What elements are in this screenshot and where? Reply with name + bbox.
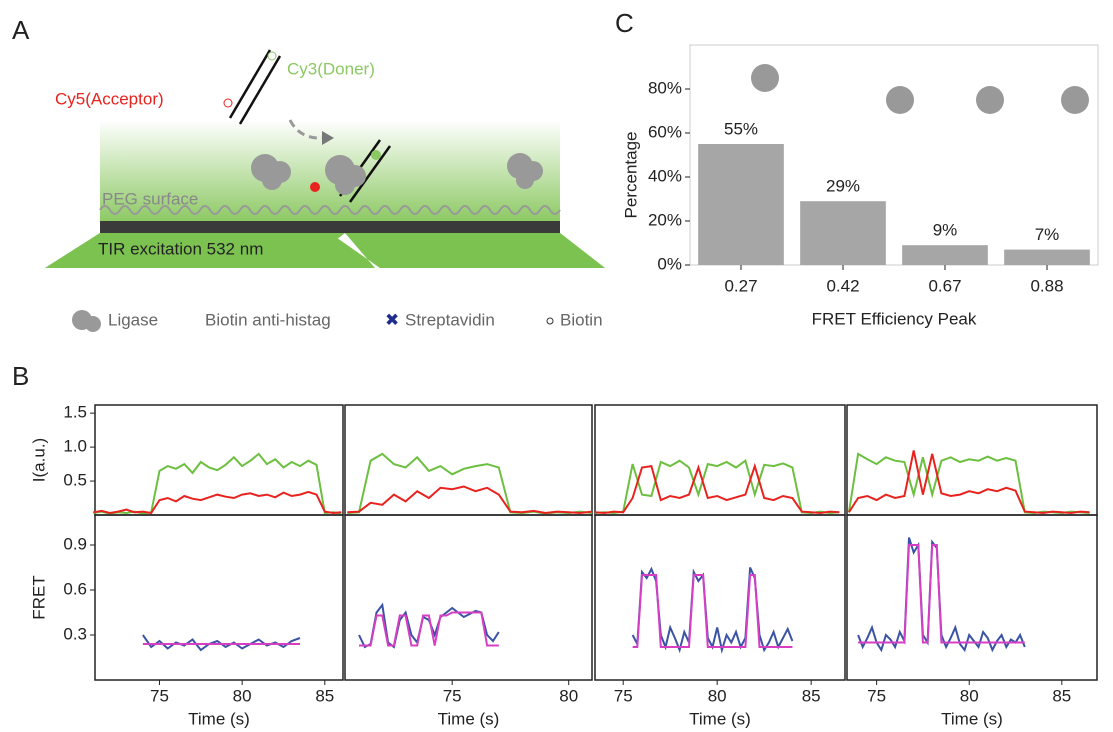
label: TIR excitation 532 nm	[98, 239, 263, 258]
ligase	[251, 153, 543, 195]
value-label: 29%	[826, 177, 860, 196]
y-axis-label: I(a.u.)	[29, 438, 48, 482]
value-label: 7%	[1035, 225, 1060, 244]
plot-frame	[344, 514, 593, 681]
diagram: Cy5(Acceptor) Cy3(Doner) PEG surface TIR…	[45, 49, 605, 268]
legend-label: Ligase	[108, 310, 158, 329]
y-tick-label: 40%	[648, 166, 682, 185]
bar	[698, 144, 784, 265]
x-tick-label: 85	[1052, 686, 1071, 705]
x-tick-label: 85	[315, 686, 334, 705]
label: Cy3(Doner)	[287, 59, 375, 78]
biotin-icon	[546, 317, 554, 325]
bar	[1004, 249, 1090, 265]
y-tick-label: 0.5	[63, 471, 87, 490]
slide	[100, 221, 560, 233]
cy3	[371, 150, 381, 160]
y-tick-label: 20%	[648, 210, 682, 229]
x-tick-label: 75	[867, 686, 886, 705]
trace	[93, 490, 342, 515]
trace	[632, 574, 793, 648]
trace	[847, 452, 1090, 515]
plot-frame	[94, 404, 344, 516]
x-tick-label: 80	[559, 686, 578, 705]
legend-label: Biotin anti-histag	[205, 310, 331, 329]
label: PEG surface	[102, 189, 198, 208]
y-tick-label: 1.5	[63, 403, 87, 422]
cy5	[223, 98, 233, 108]
plot-frame	[594, 514, 846, 681]
x-tick-label: 75	[614, 686, 633, 705]
x-tick-label: 80	[233, 686, 252, 705]
prism	[45, 233, 345, 268]
bar	[800, 201, 886, 265]
arrow	[288, 119, 326, 140]
ligase-icon	[85, 316, 101, 332]
x-axis-label: Time (s)	[438, 709, 500, 728]
y-tick-label: 0.9	[63, 534, 87, 553]
y-tick-label: 1.0	[63, 437, 87, 456]
y-tick-label: 0.6	[63, 579, 87, 598]
cy5	[310, 182, 320, 192]
x-axis-label: Time (s)	[188, 709, 250, 728]
panel-label: A	[12, 15, 30, 45]
inset-cartoons	[751, 64, 1089, 114]
trace	[142, 634, 301, 652]
diagram-legend: Ligase Biotin anti-histag ✖ Streptavidin…	[72, 310, 603, 332]
prism	[345, 233, 605, 268]
x-tick-label: 0.67	[928, 276, 961, 295]
trace	[347, 452, 593, 515]
trace	[93, 452, 342, 515]
x-axis-label: Time (s)	[689, 709, 751, 728]
label: Cy5(Acceptor)	[55, 89, 164, 108]
x-tick-label: 85	[802, 686, 821, 705]
x-axis-label: Time (s)	[941, 709, 1003, 728]
panel-label: C	[615, 8, 634, 38]
trace	[594, 462, 840, 515]
y-axis-label: FRET	[29, 575, 48, 619]
plot-frame	[689, 44, 1099, 266]
x-tick-label: 0.27	[724, 276, 757, 295]
plot-frame	[94, 514, 344, 681]
trace	[848, 450, 1090, 515]
trace	[347, 485, 593, 515]
peg-surface	[99, 205, 561, 215]
x-tick-label: 75	[443, 686, 462, 705]
value-label: 9%	[933, 221, 958, 240]
x-tick-label: 0.88	[1030, 276, 1063, 295]
y-tick-label: 60%	[648, 122, 682, 141]
arrow-head	[322, 131, 334, 145]
trace	[359, 611, 499, 647]
y-axis-label: Percentage	[621, 132, 640, 219]
plot-frame	[344, 404, 593, 516]
y-tick-label: 0%	[657, 254, 682, 273]
value-label: 55%	[724, 119, 758, 138]
trace	[594, 459, 840, 515]
legend-label: Biotin	[560, 310, 603, 329]
x-tick-label: 80	[708, 686, 727, 705]
x-axis-label: FRET Efficiency Peak	[812, 309, 977, 328]
trace	[858, 544, 1025, 644]
plot-frame	[846, 514, 1098, 681]
x-tick-label: 0.42	[826, 276, 859, 295]
trace	[358, 602, 500, 649]
panel-label: B	[12, 361, 29, 391]
streptavidin-icon: ✖	[385, 310, 399, 329]
legend-label: Streptavidin	[405, 310, 495, 329]
y-tick-label: 80%	[648, 78, 682, 97]
x-tick-label: 75	[150, 686, 169, 705]
cy3	[267, 51, 277, 61]
bar	[902, 245, 988, 265]
x-tick-label: 80	[960, 686, 979, 705]
y-tick-label: 0.3	[63, 624, 87, 643]
